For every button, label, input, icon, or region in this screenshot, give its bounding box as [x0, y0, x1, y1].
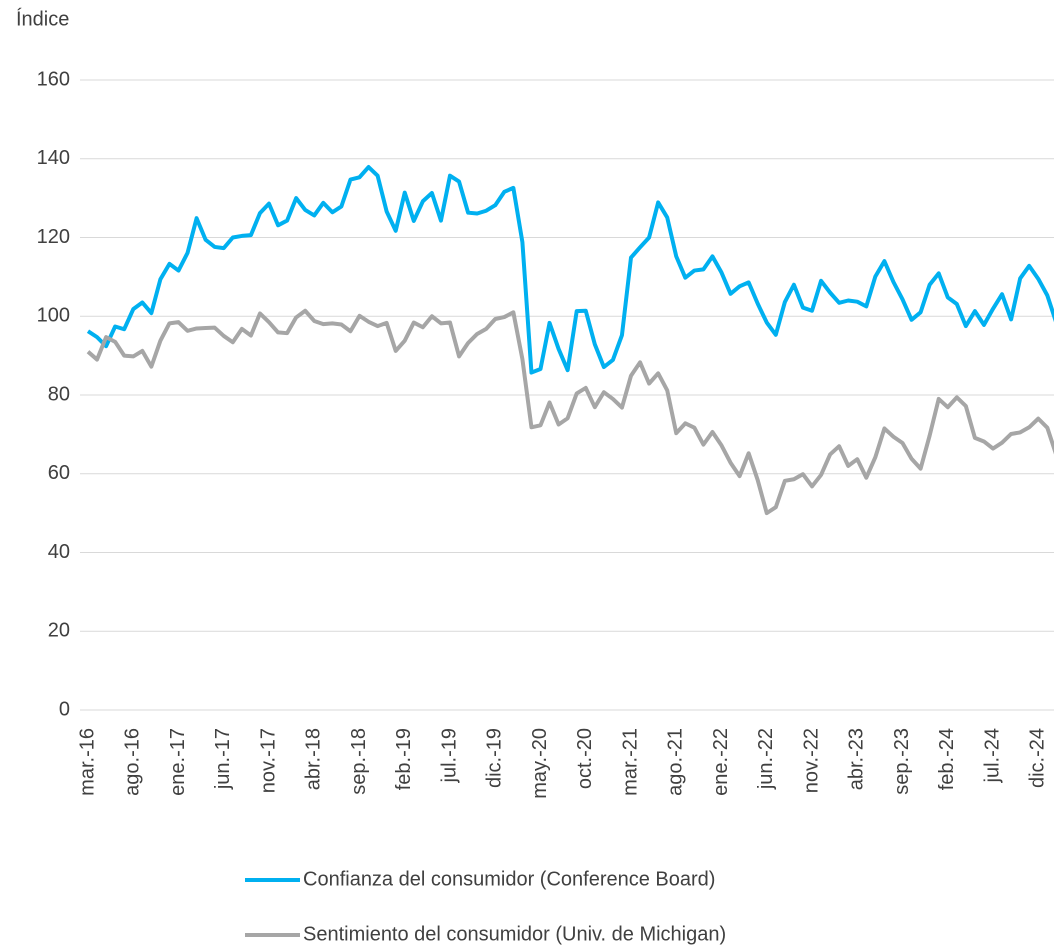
- x-tick-label: sep.-23: [891, 728, 913, 795]
- x-tick-label: mar.-21: [619, 728, 641, 796]
- x-tick-label: nov.-22: [800, 728, 822, 793]
- x-tick-label: ene.-17: [167, 728, 189, 796]
- y-tick-label: 20: [48, 620, 70, 642]
- series-line: [86, 165, 1054, 375]
- y-tick-label: 140: [37, 147, 70, 169]
- x-tick-label: abr.-23: [846, 728, 868, 790]
- x-tick-label: nov.-17: [257, 728, 279, 793]
- y-tick-label: 0: [59, 698, 70, 720]
- y-tick-label: 60: [48, 462, 70, 484]
- y-axis-label: Índice: [16, 7, 69, 30]
- legend-label: Sentimiento del consumidor (Univ. de Mic…: [303, 923, 726, 945]
- x-tick-label: ago.-16: [122, 728, 144, 796]
- x-tick-label: ene.-22: [710, 728, 732, 796]
- y-tick-label: 40: [48, 541, 70, 563]
- y-tick-label: 160: [37, 68, 70, 90]
- x-tick-label: jun.-17: [212, 728, 234, 790]
- x-tick-label: sep.-18: [348, 728, 370, 795]
- x-tick-label: feb.-24: [936, 728, 958, 790]
- x-tick-label: feb.-19: [393, 728, 415, 790]
- x-tick-label: dic.-19: [484, 728, 506, 788]
- x-tick-label: oct.-20: [574, 728, 596, 789]
- series-line: [86, 308, 1054, 516]
- x-tick-label: jul.-24: [981, 728, 1003, 783]
- x-tick-label: mar.-16: [76, 728, 98, 796]
- y-tick-label: 80: [48, 383, 70, 405]
- legend-label: Confianza del consumidor (Conference Boa…: [303, 868, 715, 890]
- x-tick-label: jul.-19: [438, 728, 460, 783]
- y-tick-label: 100: [37, 305, 70, 327]
- x-tick-label: ago.-21: [665, 728, 687, 796]
- x-tick-label: may.-20: [529, 728, 551, 799]
- x-tick-label: dic.-24: [1027, 728, 1049, 788]
- y-tick-label: 120: [37, 226, 70, 248]
- x-tick-label: abr.-18: [303, 728, 325, 790]
- x-tick-label: jun.-22: [755, 728, 777, 790]
